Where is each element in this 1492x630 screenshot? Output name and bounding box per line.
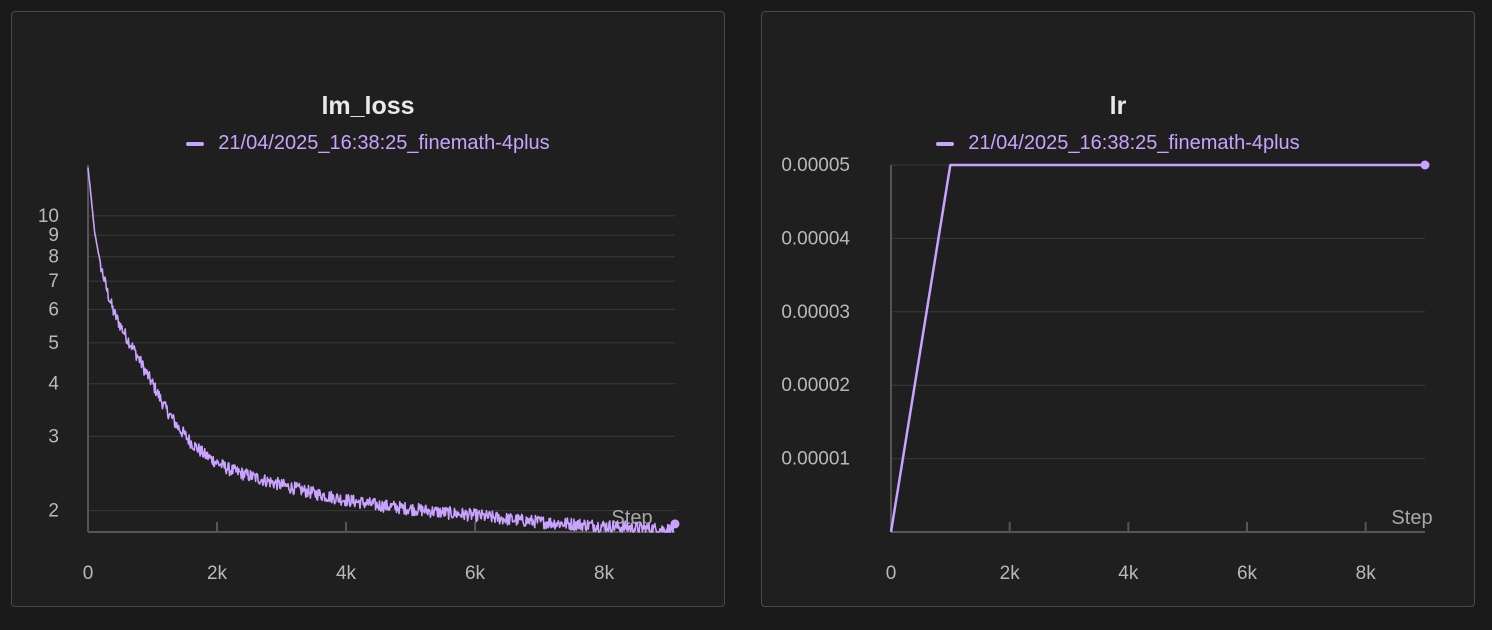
x-tick-label: 2k xyxy=(1000,563,1021,584)
y-tick-label: 0.00005 xyxy=(781,155,850,176)
y-tick-label: 7 xyxy=(48,271,59,292)
series-endpoint[interactable] xyxy=(1420,160,1430,170)
lm-loss-panel: lm_loss 21/04/2025_16:38:25_finemath-4pl… xyxy=(11,11,725,607)
y-tick-label: 8 xyxy=(48,247,59,268)
chart-title: lr xyxy=(1109,92,1127,120)
series-line[interactable] xyxy=(889,163,1425,533)
y-tick-label: 0.00002 xyxy=(781,375,850,396)
legend-label: 21/04/2025_16:38:25_finemath-4plus xyxy=(218,132,550,154)
legend-swatch xyxy=(186,141,205,146)
chart-title: lm_loss xyxy=(321,92,415,120)
y-tick-label: 10 xyxy=(38,206,59,227)
legend-swatch xyxy=(936,141,955,146)
x-tick-label: 6k xyxy=(1237,563,1258,584)
x-tick-label: 0 xyxy=(886,563,897,584)
y-tick-label: 0.00003 xyxy=(781,302,850,323)
y-tick-label: 6 xyxy=(48,299,59,320)
lr-plot[interactable]: 0.00001 0.00002 0.00003 0.00004 0.00005 0 2k 4k… xyxy=(762,12,1475,607)
y-tick-label: 4 xyxy=(48,374,59,395)
legend[interactable]: 21/04/2025_16:38:25_finemath-4plus xyxy=(762,132,1474,155)
legend-label: 21/04/2025_16:38:25_finemath-4plus xyxy=(968,132,1300,154)
y-tick-label: 0.00001 xyxy=(781,449,850,470)
y-tick-label: 9 xyxy=(48,225,59,246)
x-tick-label: 8k xyxy=(1356,563,1377,584)
series-line[interactable] xyxy=(87,167,676,533)
x-tick-label: 6k xyxy=(465,563,486,584)
series-endpoint[interactable] xyxy=(670,519,680,529)
x-tick-label: 4k xyxy=(1118,563,1139,584)
y-tick-label: 2 xyxy=(48,501,59,522)
legend[interactable]: 21/04/2025_16:38:25_finemath-4plus xyxy=(12,132,724,155)
y-tick-label: 0.00004 xyxy=(781,228,850,249)
x-tick-label: 4k xyxy=(336,563,357,584)
x-tick-label: 8k xyxy=(594,563,615,584)
x-tick-label: 2k xyxy=(207,563,228,584)
lr-panel: lr 21/04/2025_16:38:25_finemath-4plus 0.… xyxy=(761,11,1475,607)
y-tick-label: 3 xyxy=(48,426,59,447)
y-tick-label: 5 xyxy=(48,333,59,354)
x-axis-name: Step xyxy=(1391,507,1432,529)
x-tick-label: 0 xyxy=(83,563,94,584)
x-axis-name: Step xyxy=(611,507,652,529)
